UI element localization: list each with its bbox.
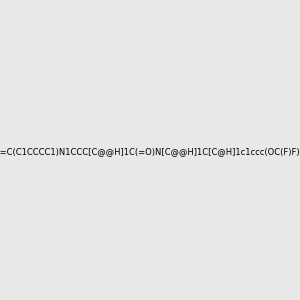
Text: O=C(C1CCCC1)N1CCC[C@@H]1C(=O)N[C@@H]1C[C@H]1c1ccc(OC(F)F)cc1: O=C(C1CCCC1)N1CCC[C@@H]1C(=O)N[C@@H]1C[C… bbox=[0, 147, 300, 156]
